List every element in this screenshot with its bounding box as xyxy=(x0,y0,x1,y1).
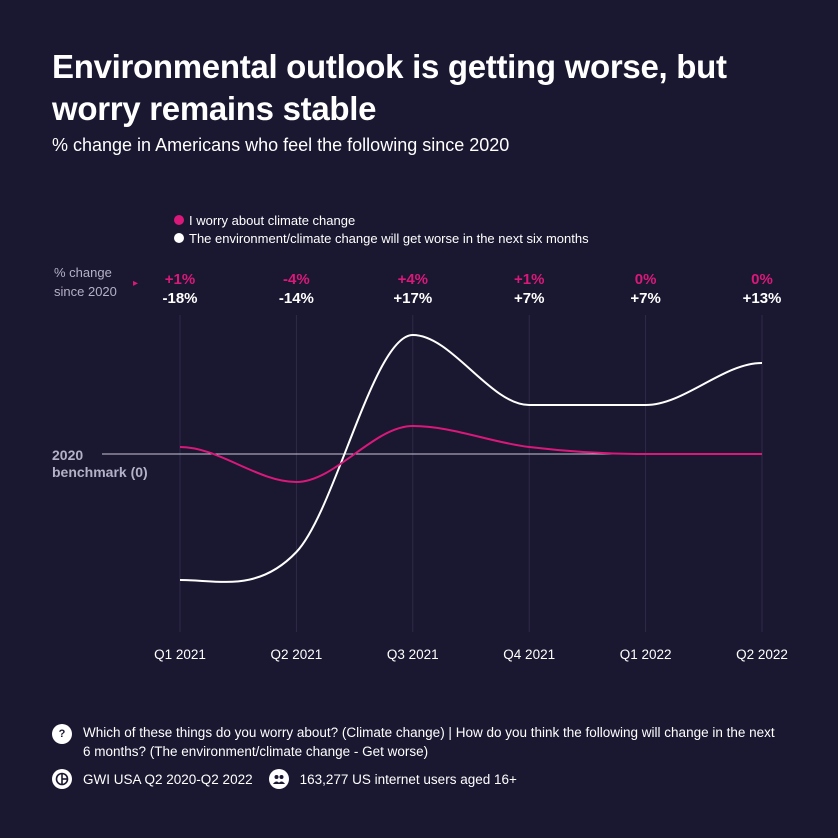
header-label-line2: since 2020 xyxy=(54,284,117,299)
legend-item-outlook: The environment/climate change will get … xyxy=(174,229,589,247)
data-label-outlook: +17% xyxy=(393,290,432,307)
legend-label-outlook: The environment/climate change will get … xyxy=(189,230,589,246)
legend-item-worry: I worry about climate change xyxy=(174,211,589,229)
data-label-worry: 0% xyxy=(751,271,773,288)
data-label-outlook: +7% xyxy=(514,290,544,307)
data-label-outlook: +7% xyxy=(630,290,660,307)
data-label-outlook: +13% xyxy=(743,290,782,307)
data-label-outlook: -18% xyxy=(162,290,197,307)
data-label-worry: -4% xyxy=(283,271,310,288)
x-tick-label: Q4 2021 xyxy=(503,647,555,662)
header-label-line1: % change xyxy=(54,265,112,280)
data-label-worry: +4% xyxy=(398,271,428,288)
series-line-outlook xyxy=(179,333,763,583)
data-label-worry: +1% xyxy=(165,271,195,288)
line-chart: % change since 2020 ▸ 2020 benchmark (0)… xyxy=(52,265,788,662)
chart-title: Environmental outlook is getting worse, … xyxy=(52,48,727,127)
source-note: GWI USA Q2 2020-Q2 2022 163,277 US inter… xyxy=(52,769,517,789)
question-icon: ? xyxy=(52,724,72,744)
source-text: GWI USA Q2 2020-Q2 2022 xyxy=(83,771,253,787)
x-tick-label: Q1 2021 xyxy=(154,647,206,662)
legend-swatch-worry xyxy=(174,215,184,225)
question-text: Which of these things do you worry about… xyxy=(83,725,775,759)
data-label-outlook: -14% xyxy=(279,290,314,307)
x-tick-label: Q1 2022 xyxy=(620,647,672,662)
gwi-logo-icon xyxy=(52,769,72,789)
data-label-worry: +1% xyxy=(514,271,544,288)
question-note: ? Which of these things do you worry abo… xyxy=(52,723,792,761)
audience-text: 163,277 US internet users aged 16+ xyxy=(299,771,517,787)
benchmark-label-line2: benchmark (0) xyxy=(52,464,148,480)
data-label-worry: 0% xyxy=(635,271,657,288)
people-icon xyxy=(268,769,289,789)
header-arrow-icon: ▸ xyxy=(133,278,138,289)
benchmark-label-line1: 2020 xyxy=(52,447,83,463)
x-tick-label: Q2 2022 xyxy=(736,647,788,662)
legend-label-worry: I worry about climate change xyxy=(189,212,356,228)
legend-swatch-outlook xyxy=(174,233,184,243)
x-tick-label: Q2 2021 xyxy=(271,647,323,662)
chart-subtitle: % change in Americans who feel the follo… xyxy=(52,135,510,155)
x-tick-label: Q3 2021 xyxy=(387,647,439,662)
series-line-worry xyxy=(179,424,762,484)
legend: I worry about climate change The environ… xyxy=(174,211,589,247)
